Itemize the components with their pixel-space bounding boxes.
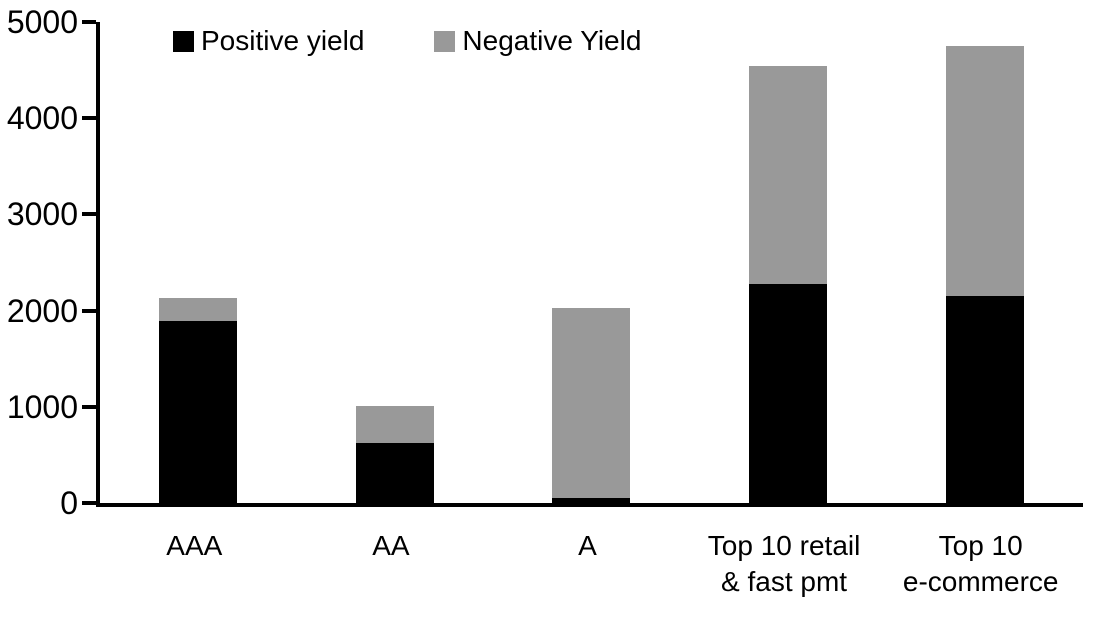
bar-aaa xyxy=(159,298,238,503)
legend-item: Positive yield xyxy=(173,26,364,56)
bar-segment-positive-yield xyxy=(945,296,1024,503)
x-category-label-line: AA xyxy=(372,530,410,561)
x-axis: AAA AA A Top 10 retail & fast pmt Top 10 e-com… xyxy=(96,528,1079,600)
y-tick-label: 1000 xyxy=(6,388,78,425)
x-category-label-line: A xyxy=(578,530,597,561)
bar-segment-positive-yield xyxy=(159,321,238,503)
y-tick-mark xyxy=(82,404,96,409)
y-tick-label: 4000 xyxy=(6,100,78,137)
y-tick-mark xyxy=(82,20,96,24)
bar-segment-negative-yield xyxy=(355,406,434,443)
bar-segment-negative-yield xyxy=(749,66,828,284)
category-slot xyxy=(690,22,887,503)
x-category-label: Top 10 e-commerce xyxy=(882,528,1079,600)
category-slot xyxy=(297,22,494,503)
legend-label: Positive yield xyxy=(201,25,365,56)
x-category-label-line: & fast pmt xyxy=(721,566,848,597)
y-tick-mark xyxy=(82,212,96,217)
y-tick-mark xyxy=(82,116,96,121)
category-slot xyxy=(886,22,1083,503)
bar-segment-positive-yield xyxy=(552,498,631,503)
x-category-label: AAA xyxy=(96,528,293,600)
y-tick-mark xyxy=(82,501,96,505)
plot-area xyxy=(96,22,1083,507)
legend-swatch-positive-yield xyxy=(173,30,194,52)
x-category-label-line: AAA xyxy=(166,530,223,561)
y-tick-label: 2000 xyxy=(6,292,78,329)
chart-legend: Positive yield Negative Yield xyxy=(173,26,641,56)
bar-segment-negative-yield xyxy=(945,46,1024,296)
x-category-label-line: Top 10 xyxy=(938,530,1023,561)
x-category-label-line: e-commerce xyxy=(902,566,1059,597)
y-tick-mark xyxy=(82,308,96,313)
x-category-label: A xyxy=(489,528,686,600)
bar-segment-positive-yield xyxy=(749,284,828,503)
x-category-label: AA xyxy=(293,528,490,600)
y-tick-label: 3000 xyxy=(6,196,78,233)
y-tick-label: 5000 xyxy=(6,4,78,40)
bar-segment-negative-yield xyxy=(159,298,238,321)
x-category-label-line: Top 10 retail xyxy=(707,530,861,561)
legend-swatch-negative-yield xyxy=(434,30,456,52)
legend-label: Negative Yield xyxy=(462,25,642,56)
bar-aa xyxy=(355,406,434,503)
bar-segment-positive-yield xyxy=(355,443,434,503)
y-tick-label: 0 xyxy=(60,485,78,521)
category-slot xyxy=(493,22,690,503)
legend-item: Negative Yield xyxy=(434,26,641,56)
x-category-label: Top 10 retail & fast pmt xyxy=(686,528,883,600)
bar-top-10-e-commerce xyxy=(945,46,1024,503)
category-slot xyxy=(100,22,297,503)
bar-a xyxy=(552,308,631,503)
bar-top-10-retail-fast-pmt xyxy=(749,66,828,503)
bar-segment-negative-yield xyxy=(552,308,631,498)
